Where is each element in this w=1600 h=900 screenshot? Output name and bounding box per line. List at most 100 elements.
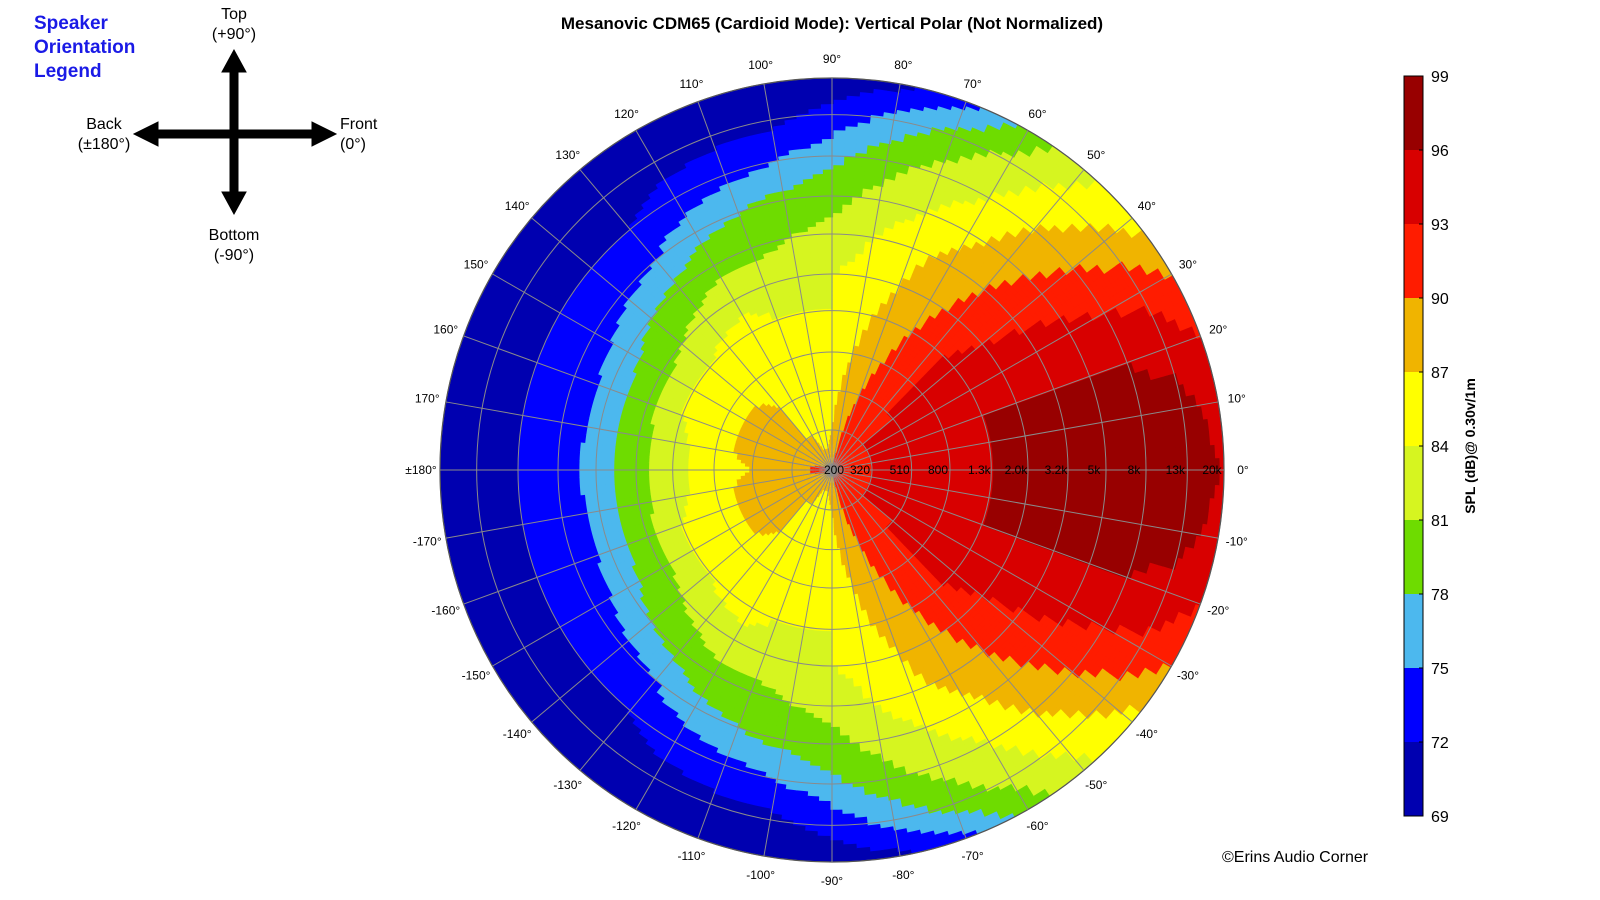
heatmap-cell <box>453 534 462 552</box>
heatmap-cell <box>535 489 542 503</box>
heatmap-cell <box>649 487 656 497</box>
heatmap-cell <box>661 480 668 489</box>
heatmap-cell <box>522 489 529 504</box>
heatmap-cell <box>544 488 551 502</box>
heatmap-cell <box>501 491 508 507</box>
heatmap-cell <box>574 468 580 481</box>
heatmap-cell <box>465 481 472 498</box>
heatmap-cell <box>522 479 528 493</box>
heatmap-cell <box>478 480 485 497</box>
heatmap-cell <box>735 469 741 474</box>
heatmap-cell <box>583 485 590 498</box>
heatmap-cell <box>470 493 477 510</box>
heatmap-cell <box>609 484 616 495</box>
heatmap-cell <box>466 531 475 549</box>
heatmap-cell <box>605 476 611 487</box>
orientation-legend-title-line: Speaker <box>34 13 108 34</box>
arrow-down-icon <box>221 191 247 216</box>
heatmap-cell <box>574 486 581 499</box>
heatmap-cell <box>606 492 613 503</box>
heatmap-cell <box>718 469 724 475</box>
heatmap-cell <box>531 489 538 503</box>
heatmap-cell <box>665 469 671 477</box>
heatmap-cell <box>731 469 737 474</box>
heatmap-cell <box>692 469 698 476</box>
heatmap-cell <box>447 521 455 540</box>
heatmap-cell <box>705 473 711 480</box>
heatmap-cell <box>452 481 459 499</box>
heatmap-cell <box>622 483 629 493</box>
heatmap-cell <box>661 475 667 483</box>
heatmap-cell <box>587 477 594 489</box>
legend-back-text: Back <box>86 116 122 133</box>
heatmap-cell <box>587 468 593 480</box>
heatmap-cell <box>613 476 620 487</box>
heatmap-cell <box>644 481 651 491</box>
heatmap-cell <box>443 468 450 486</box>
heatmap-cell <box>483 529 492 545</box>
heatmap-cell <box>645 488 651 497</box>
heatmap-cell <box>449 534 458 553</box>
heatmap-cell <box>596 485 603 496</box>
heatmap-cell <box>722 473 728 479</box>
heatmap-cell <box>509 490 516 506</box>
heatmap-cell <box>583 468 589 480</box>
heatmap-cell <box>588 494 595 506</box>
heatmap-cell <box>580 494 587 507</box>
heatmap-cell <box>496 526 505 543</box>
heatmap-cell <box>448 468 454 486</box>
heatmap-cell <box>619 490 626 501</box>
heatmap-cell <box>662 486 669 495</box>
heatmap-cell <box>810 473 816 476</box>
heatmap-cell <box>709 469 715 475</box>
heatmap-cell <box>513 468 519 483</box>
heatmap-cell <box>797 476 803 479</box>
heatmap-cell <box>475 530 483 547</box>
heatmap-cell <box>735 472 741 478</box>
heatmap-cell <box>696 469 702 476</box>
heatmap-cell <box>496 491 503 507</box>
heatmap-cell <box>614 483 620 494</box>
heatmap-cell <box>640 482 646 491</box>
heatmap-cell <box>492 527 500 544</box>
chart-title: Mesanovic CDM65 (Cardioid Mode): Vertica… <box>560 14 1104 33</box>
heatmap-cell <box>535 478 541 492</box>
heatmap-cell <box>644 475 650 484</box>
heatmap-cell <box>622 469 628 479</box>
heatmap-cell <box>561 487 568 500</box>
heatmap-cell <box>679 479 685 487</box>
orientation-cross-arrows <box>132 48 338 216</box>
heatmap-cell <box>570 477 576 490</box>
legend-top-text: Top <box>221 6 247 23</box>
heatmap-cell <box>665 474 672 483</box>
heatmap-cell <box>601 492 608 504</box>
heatmap-cell <box>578 477 585 489</box>
heatmap-cell <box>596 468 602 480</box>
heatmap-cell <box>478 468 484 484</box>
heatmap-cell <box>513 523 522 539</box>
heatmap-cell <box>793 477 799 480</box>
heatmap-cell <box>692 474 698 481</box>
heatmap-cell <box>579 486 586 498</box>
heatmap-cell <box>500 468 506 484</box>
heatmap-cell <box>588 485 594 497</box>
heatmap-cell <box>814 472 820 475</box>
heatmap-cell <box>566 487 573 499</box>
heatmap-cell <box>666 480 672 489</box>
heatmap-cell <box>466 493 473 510</box>
heatmap-cell <box>631 475 637 485</box>
heatmap-cell <box>657 475 663 483</box>
heatmap-cell <box>683 479 690 487</box>
legend-bottom-label: Bottom (-90°) <box>190 226 278 266</box>
heatmap-cell <box>683 474 689 482</box>
heatmap-cell <box>574 477 581 490</box>
heatmap-cell <box>548 478 555 492</box>
heatmap-cell <box>610 491 617 502</box>
heatmap-cell <box>644 469 650 478</box>
heatmap-cell <box>618 476 624 486</box>
heatmap-cell <box>626 476 633 486</box>
orientation-legend-title: Speaker Orientation Legend <box>34 12 194 84</box>
heatmap-cell <box>700 469 706 476</box>
heatmap-cell <box>692 478 698 486</box>
